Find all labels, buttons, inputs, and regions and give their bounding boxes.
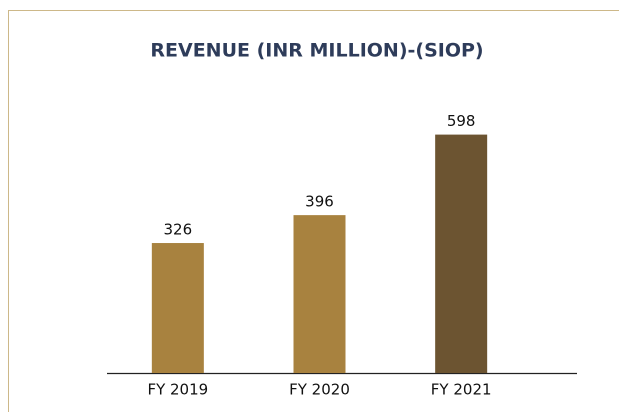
bar (293, 215, 346, 373)
data-label: 396 (305, 193, 334, 211)
x-tick-label: FY 2020 (289, 381, 350, 399)
data-label: 326 (164, 221, 193, 239)
bar (151, 243, 204, 373)
data-label: 598 (447, 112, 476, 130)
x-tick-label: FY 2019 (147, 381, 208, 399)
chart-title: REVENUE (INR MILLION)-(SIOP) (150, 40, 483, 62)
x-tick-label: FY 2021 (431, 381, 492, 399)
bar (435, 134, 488, 373)
